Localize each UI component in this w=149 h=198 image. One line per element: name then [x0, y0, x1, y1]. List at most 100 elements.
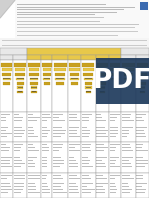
Bar [82, 166, 93, 167]
Bar [96, 150, 104, 151]
Bar [121, 142, 136, 173]
Bar [96, 189, 105, 190]
Bar [110, 163, 115, 164]
Bar [82, 189, 95, 190]
Bar [110, 68, 120, 71]
Text: PDF: PDF [93, 68, 149, 94]
Bar [137, 63, 148, 67]
Bar [42, 178, 46, 179]
Bar [122, 133, 129, 134]
Bar [42, 144, 47, 145]
Bar [14, 130, 25, 131]
Bar [82, 130, 90, 131]
Bar [139, 78, 146, 79]
Bar [1, 127, 8, 128]
Bar [121, 173, 136, 198]
Bar [96, 120, 106, 121]
Bar [110, 117, 117, 118]
Bar [42, 189, 50, 190]
Bar [28, 117, 40, 118]
Bar [136, 163, 148, 164]
Bar [42, 186, 48, 187]
Bar [85, 82, 92, 85]
Bar [83, 68, 94, 71]
Bar [14, 183, 24, 184]
Bar [52, 112, 68, 142]
Bar [136, 173, 149, 198]
Bar [42, 163, 47, 164]
Bar [28, 166, 35, 167]
Bar [1, 189, 11, 190]
Bar [96, 186, 103, 187]
Bar [140, 87, 145, 88]
Bar [121, 55, 136, 60]
Bar [112, 78, 118, 79]
Bar [96, 136, 108, 137]
Bar [69, 68, 80, 71]
Bar [122, 178, 134, 179]
Bar [70, 73, 79, 76]
Bar [28, 147, 35, 148]
Bar [1, 163, 10, 164]
Bar [14, 114, 20, 115]
Bar [69, 178, 80, 179]
Bar [53, 175, 61, 176]
Bar [84, 78, 93, 80]
Bar [69, 133, 77, 134]
Bar [14, 120, 22, 121]
Bar [85, 87, 92, 89]
Bar [98, 73, 107, 76]
Bar [96, 114, 101, 115]
Bar [96, 144, 104, 145]
Bar [1, 133, 12, 134]
Bar [14, 166, 21, 167]
Bar [44, 78, 50, 79]
Bar [82, 133, 90, 134]
Bar [42, 175, 47, 176]
Bar [82, 175, 89, 176]
Bar [41, 60, 52, 112]
Bar [136, 166, 145, 167]
Bar [136, 55, 149, 60]
Bar [14, 144, 23, 145]
Bar [71, 82, 78, 85]
Bar [82, 186, 87, 187]
Bar [136, 120, 144, 121]
Bar [3, 78, 10, 79]
Bar [14, 127, 22, 128]
Bar [53, 136, 61, 137]
Bar [14, 136, 22, 137]
Bar [14, 160, 22, 161]
Bar [42, 136, 47, 137]
Bar [86, 87, 91, 88]
Bar [136, 175, 143, 176]
Bar [109, 173, 121, 198]
Bar [109, 60, 121, 112]
Bar [82, 127, 87, 128]
Bar [52, 60, 68, 112]
Bar [28, 186, 36, 187]
Bar [122, 117, 130, 118]
Bar [110, 130, 118, 131]
Bar [32, 91, 36, 92]
Bar [0, 48, 27, 55]
Bar [110, 150, 115, 151]
Bar [81, 173, 96, 198]
Bar [69, 114, 77, 115]
Bar [136, 112, 149, 142]
Bar [14, 163, 25, 164]
Bar [140, 91, 145, 93]
Bar [99, 82, 106, 85]
Bar [13, 55, 27, 60]
Bar [96, 60, 109, 112]
Bar [2, 73, 11, 76]
Bar [53, 144, 63, 145]
Bar [110, 133, 118, 134]
Bar [27, 142, 41, 173]
Bar [82, 114, 92, 115]
Bar [54, 68, 66, 71]
Bar [30, 78, 38, 80]
Bar [28, 150, 39, 151]
Bar [28, 175, 40, 176]
Bar [0, 38, 149, 48]
